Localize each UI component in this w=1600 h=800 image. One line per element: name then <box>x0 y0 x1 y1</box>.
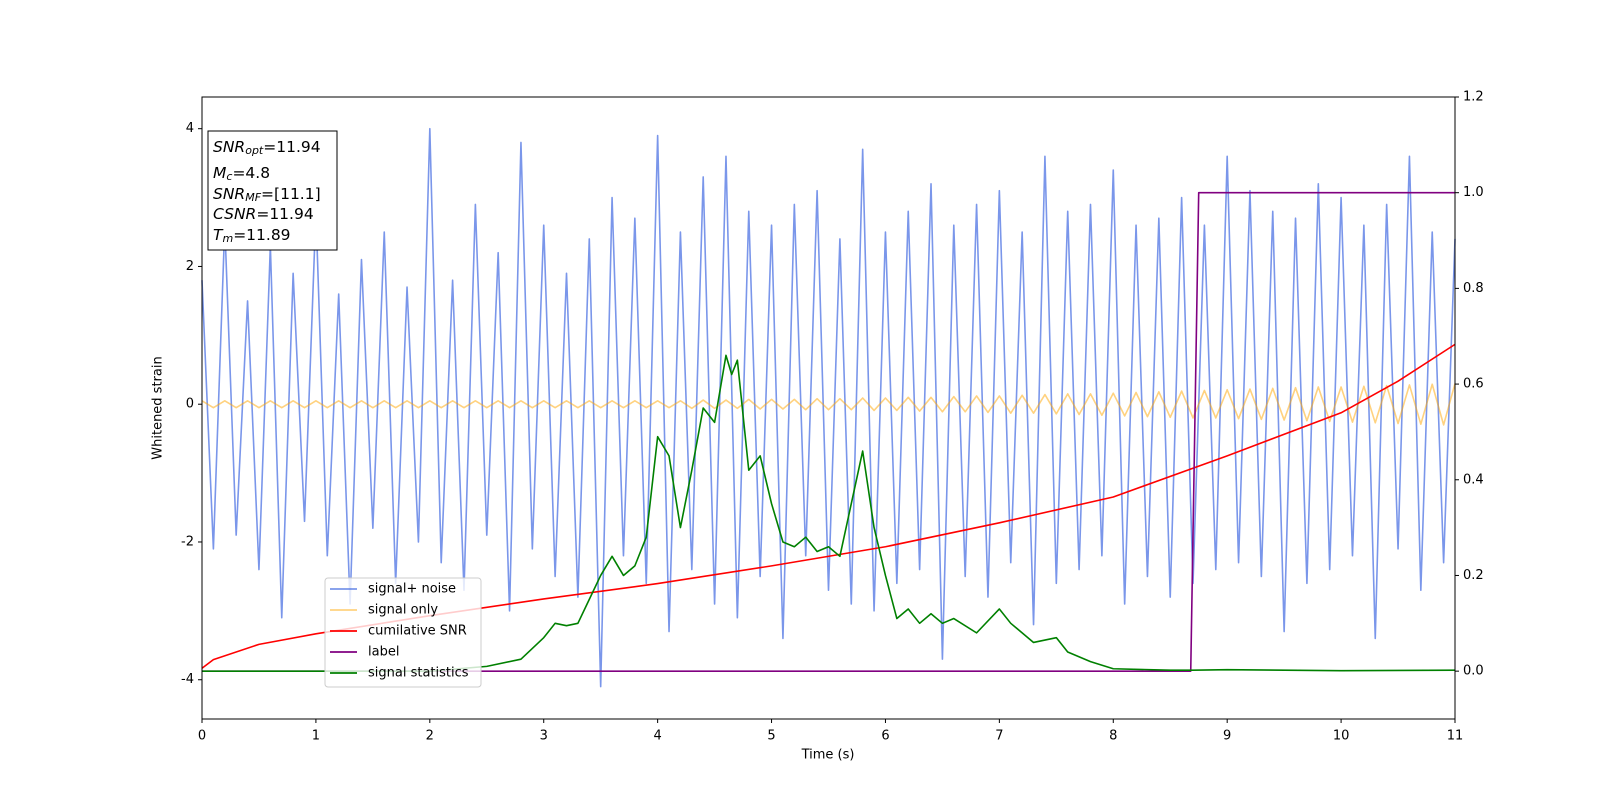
annotation-symbol: SNR <box>213 185 245 203</box>
y-tick-label: -4 <box>181 672 194 687</box>
legend-label: signal+ noise <box>368 582 456 597</box>
annotation-line: Tm=11.89 <box>213 226 291 246</box>
annotation-text: =11.94 <box>256 205 313 223</box>
y2-tick-label: 0.4 <box>1463 472 1484 487</box>
y-tick-label: 2 <box>186 259 194 274</box>
y-tick-label: 4 <box>186 121 194 136</box>
x-tick-label: 6 <box>881 729 889 744</box>
x-tick-label: 4 <box>653 729 661 744</box>
x-tick-label: 5 <box>767 729 775 744</box>
x-tick-label: 7 <box>995 729 1003 744</box>
annotation-line: SNRopt=11.94 <box>213 138 321 158</box>
annotation-symbol: SNR <box>213 138 245 156</box>
x-tick-label: 11 <box>1447 729 1464 744</box>
y-tick-label: 0 <box>186 397 194 412</box>
series-line <box>201 383 1456 426</box>
annotation-line: Mc=4.8 <box>213 164 270 184</box>
legend-label: signal statistics <box>368 666 469 681</box>
legend-label: cumilative SNR <box>368 624 467 639</box>
annotation-text: =11.94 <box>263 138 320 156</box>
x-tick-label: 10 <box>1333 729 1350 744</box>
x-tick-label: 3 <box>540 729 548 744</box>
annotation-line: CSNR=11.94 <box>213 205 314 223</box>
series-line <box>201 343 1456 669</box>
annotation-line: SNRMF=[11.1] <box>213 185 321 205</box>
y2-tick-label: 0.2 <box>1463 568 1484 583</box>
y-tick-label: -2 <box>181 534 194 549</box>
annotation: SNRopt=11.94Mc=4.8SNRMF=[11.1]CSNR=11.94… <box>207 130 338 251</box>
annotation-subscript: c <box>226 170 232 183</box>
y2-tick-label: 1.2 <box>1463 90 1484 105</box>
annotation-text: =11.89 <box>233 226 290 244</box>
y2-tick-label: 1.0 <box>1463 185 1484 200</box>
annotation-symbol: T <box>213 226 224 244</box>
legend-label: signal only <box>368 603 438 618</box>
series-line <box>202 354 1456 672</box>
legend-label: label <box>368 645 399 660</box>
x-tick-label: 8 <box>1109 729 1117 744</box>
annotation-box <box>207 130 338 251</box>
x-tick-label: 0 <box>198 729 206 744</box>
legend: signal+ noise signal only cumilative SNR la… <box>324 577 482 688</box>
annotation-symbol: CSNR <box>213 205 256 223</box>
annotation-subscript: MF <box>245 191 261 204</box>
annotation-subscript: m <box>222 232 233 245</box>
x-tick-label: 9 <box>1223 729 1231 744</box>
y2-tick-label: 0.6 <box>1463 377 1484 392</box>
x-axis-label: Time (s) <box>801 748 855 763</box>
plot-frame <box>201 96 1456 720</box>
y2-tick-label: 0.8 <box>1463 281 1484 296</box>
series-line <box>202 191 1455 672</box>
annotation-text: =[11.1] <box>261 185 321 203</box>
y2-tick-label: 0.0 <box>1463 664 1484 679</box>
legend-box <box>324 577 482 688</box>
y-axis-label: Whitened strain <box>151 356 166 459</box>
series-line <box>201 127 1456 688</box>
x-tick-label: 2 <box>426 729 434 744</box>
x-tick-label: 1 <box>312 729 320 744</box>
annotation-subscript: opt <box>245 144 264 157</box>
annotation-text: =4.8 <box>232 164 270 182</box>
annotation-symbol: M <box>213 164 226 182</box>
